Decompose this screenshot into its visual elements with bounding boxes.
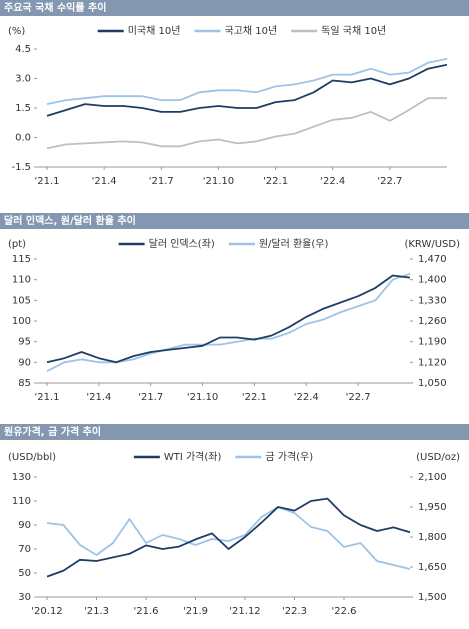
x-tick-label: '22.1: [263, 176, 288, 187]
y2-tick-label: 1,800: [418, 532, 447, 543]
y-tick-label: -1.5: [11, 162, 31, 173]
series-line: [46, 506, 411, 570]
y-tick-label: 110: [12, 275, 31, 286]
series-line: [46, 57, 448, 105]
y2-tick-label: 1,260: [418, 316, 447, 327]
series-line: [46, 272, 411, 373]
series-line: [46, 97, 447, 150]
y-tick-label: 0.0: [15, 133, 31, 144]
series-line: [46, 63, 448, 117]
y-tick-label: 115: [12, 254, 31, 265]
chart: 원유가격, 금 가격 추이 (USD/bbl) (USD/oz) 30 50 70 90 11…: [0, 424, 469, 617]
legend-label: WTI 가격(좌): [164, 450, 222, 463]
x-tick-label: '21.10: [203, 176, 234, 187]
y-tick-label: 90: [18, 520, 31, 531]
x-tick-label: '22.3: [282, 606, 307, 617]
x-tick-label: '21.10: [187, 392, 218, 403]
x-tick-label: '21.1: [34, 176, 59, 187]
y-axis-label: (%): [8, 26, 25, 37]
y-tick-label: 1.5: [15, 103, 31, 114]
y-tick-label: 3.0: [15, 74, 31, 85]
y-tick-label: 100: [12, 316, 31, 327]
y2-tick-label: 1,400: [418, 275, 447, 286]
legend-label: 독일 국채 10년: [321, 25, 386, 37]
y2-tick-label: 1,950: [418, 502, 447, 513]
y-tick-label: 4.5: [15, 44, 31, 55]
y2-tick-label: 1,120: [418, 357, 447, 368]
y2-tick-label: 1,190: [418, 337, 447, 348]
title-band: [0, 424, 469, 440]
legend-label: 달러 인덱스(좌): [149, 238, 215, 250]
y2-tick-label: 1,650: [418, 562, 447, 573]
x-tick-label: '21.7: [149, 176, 174, 187]
x-tick-label: '21.3: [84, 606, 109, 617]
y-tick-label: 130: [12, 472, 31, 483]
x-tick-label: '21.4: [86, 392, 111, 403]
y-tick-label: 30: [18, 592, 31, 603]
y-tick-label: 90: [18, 357, 31, 368]
x-tick-label: '22.7: [377, 176, 402, 187]
chart-title: 원유가격, 금 가격 추이: [4, 425, 101, 438]
y2-axis-label: (USD/oz): [416, 452, 460, 463]
y2-tick-label: 1,470: [418, 254, 447, 265]
x-tick-label: '21.4: [92, 176, 117, 187]
x-tick-label: '21.9: [183, 606, 208, 617]
x-tick-label: '22.7: [346, 392, 371, 403]
series-line: [46, 497, 411, 578]
x-tick-label: '21.12: [229, 606, 260, 617]
chart: 달러 인덱스, 원/달러 환율 추이 (pt) (KRW/USD) 85 90 95 100…: [0, 213, 469, 403]
y-tick-label: 110: [12, 496, 31, 507]
y-tick-label: 85: [18, 378, 31, 389]
y2-tick-label: 2,100: [418, 472, 447, 483]
title-band: [0, 0, 469, 16]
y-tick-label: 105: [12, 295, 31, 306]
y2-tick-label: 1,500: [418, 592, 447, 603]
y-axis-label: (pt): [8, 239, 26, 250]
legend-label: 금 가격(우): [265, 450, 313, 463]
series-line: [46, 274, 411, 364]
legend-label: 국고채 10년: [224, 25, 277, 37]
chart-title: 달러 인덱스, 원/달러 환율 추이: [4, 214, 136, 227]
x-tick-label: '20.12: [31, 606, 62, 617]
legend-label: 미국채 10년: [128, 25, 181, 37]
x-tick-label: '21.7: [138, 392, 163, 403]
x-tick-label: '22.4: [320, 176, 345, 187]
title-band: [0, 213, 469, 229]
x-tick-label: '22.4: [294, 392, 319, 403]
x-tick-label: '22.1: [242, 392, 267, 403]
x-tick-label: '21.1: [34, 392, 59, 403]
y-tick-label: 95: [18, 337, 31, 348]
y2-tick-label: 1,050: [418, 378, 447, 389]
y-tick-label: 50: [18, 568, 31, 579]
y2-tick-label: 1,330: [418, 295, 447, 306]
x-tick-label: '21.6: [133, 606, 158, 617]
legend-label: 원/달러 환율(우): [259, 238, 329, 250]
x-tick-label: '22.6: [331, 606, 356, 617]
chart: 주요국 국채 수익률 추이 (%) -1.5 0.0 1.5 3.0 4.5 '21.1 '21…: [0, 0, 469, 187]
y-tick-label: 70: [18, 544, 31, 555]
chart-title: 주요국 국채 수익률 추이: [4, 1, 106, 14]
y-axis-label: (USD/bbl): [8, 452, 56, 463]
y2-axis-label: (KRW/USD): [404, 239, 460, 250]
